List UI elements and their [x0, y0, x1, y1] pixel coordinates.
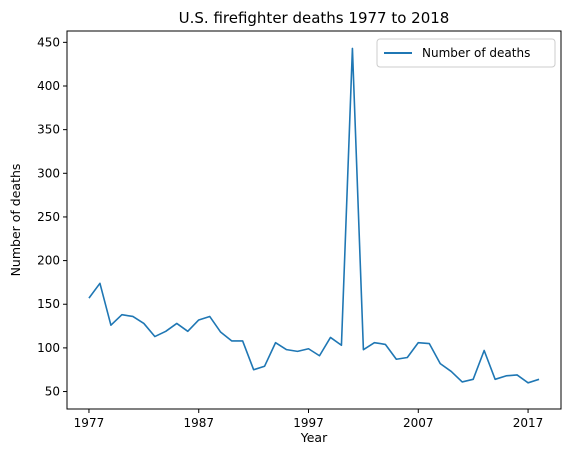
y-tick-label: 300	[37, 166, 60, 180]
x-axis-label: Year	[300, 430, 328, 445]
y-tick-label: 100	[37, 341, 60, 355]
y-tick-label: 250	[37, 210, 60, 224]
legend-box	[376, 38, 556, 68]
series-layer	[88, 47, 540, 384]
legend: Number of deaths	[376, 38, 556, 68]
x-tick-label: 2007	[403, 416, 434, 430]
y-tick-label: 150	[37, 297, 60, 311]
x-tick-label: 1977	[74, 416, 105, 430]
series-line	[88, 47, 540, 384]
x-tick-label: 1987	[183, 416, 214, 430]
legend-label: Number of deaths	[422, 46, 530, 60]
y-tick-label: 50	[45, 385, 60, 399]
y-tick-label: 450	[37, 35, 60, 49]
y-tick-label: 200	[37, 254, 60, 268]
plot-area	[66, 30, 562, 410]
chart-title: U.S. firefighter deaths 1977 to 2018	[179, 9, 450, 27]
y-tick-label: 400	[37, 79, 60, 93]
y-axis: 50 100 150 200 250 300 350 400 450	[37, 35, 67, 399]
x-tick-label: 1997	[293, 416, 324, 430]
y-axis-label: Number of deaths	[8, 164, 23, 277]
y-tick-label: 350	[37, 123, 60, 137]
x-tick-label: 2017	[513, 416, 544, 430]
x-axis: 1977 1987 1997 2007 2017	[74, 409, 544, 430]
